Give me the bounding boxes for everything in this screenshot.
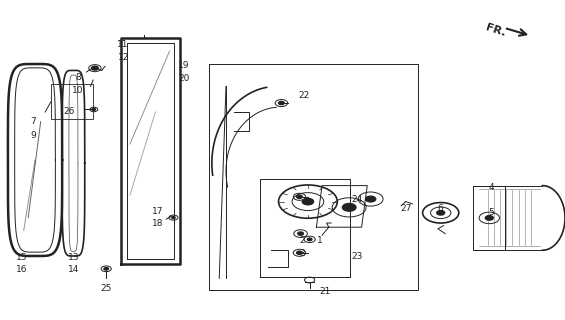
- Text: 27: 27: [400, 204, 411, 213]
- Text: 19: 19: [179, 61, 190, 70]
- Circle shape: [92, 108, 95, 110]
- Circle shape: [297, 251, 302, 254]
- Circle shape: [172, 217, 175, 219]
- Text: 15: 15: [16, 253, 27, 262]
- Circle shape: [104, 268, 108, 270]
- Circle shape: [297, 195, 302, 198]
- Text: 7: 7: [30, 117, 36, 126]
- Text: 9: 9: [30, 131, 36, 140]
- Text: 5: 5: [489, 208, 494, 217]
- Text: 22: 22: [298, 92, 310, 100]
- Circle shape: [342, 204, 356, 211]
- Bar: [51, 84, 93, 119]
- Text: 2: 2: [299, 236, 305, 245]
- Circle shape: [92, 66, 98, 70]
- Text: 11: 11: [118, 40, 129, 49]
- Circle shape: [366, 196, 376, 202]
- Text: 8: 8: [75, 73, 81, 82]
- Text: 17: 17: [153, 207, 164, 216]
- Circle shape: [307, 238, 312, 241]
- Text: 20: 20: [179, 74, 190, 83]
- Text: 6: 6: [438, 204, 444, 213]
- Circle shape: [279, 101, 284, 105]
- Text: 13: 13: [68, 253, 79, 262]
- Text: 4: 4: [489, 183, 494, 192]
- Text: 21: 21: [320, 287, 331, 296]
- Text: 26: 26: [63, 108, 75, 116]
- Text: 25: 25: [101, 284, 112, 293]
- Text: 16: 16: [16, 265, 27, 274]
- Text: 14: 14: [68, 265, 79, 274]
- Circle shape: [298, 232, 303, 235]
- Text: 18: 18: [153, 220, 164, 228]
- Text: 24: 24: [351, 196, 363, 204]
- Text: 23: 23: [351, 252, 363, 261]
- Text: 12: 12: [118, 53, 129, 62]
- Text: FR.: FR.: [485, 22, 507, 38]
- Circle shape: [302, 198, 314, 205]
- Text: 3: 3: [299, 249, 305, 258]
- Circle shape: [437, 211, 445, 215]
- Text: 1: 1: [317, 236, 323, 245]
- Circle shape: [485, 216, 493, 220]
- Text: 10: 10: [72, 86, 84, 95]
